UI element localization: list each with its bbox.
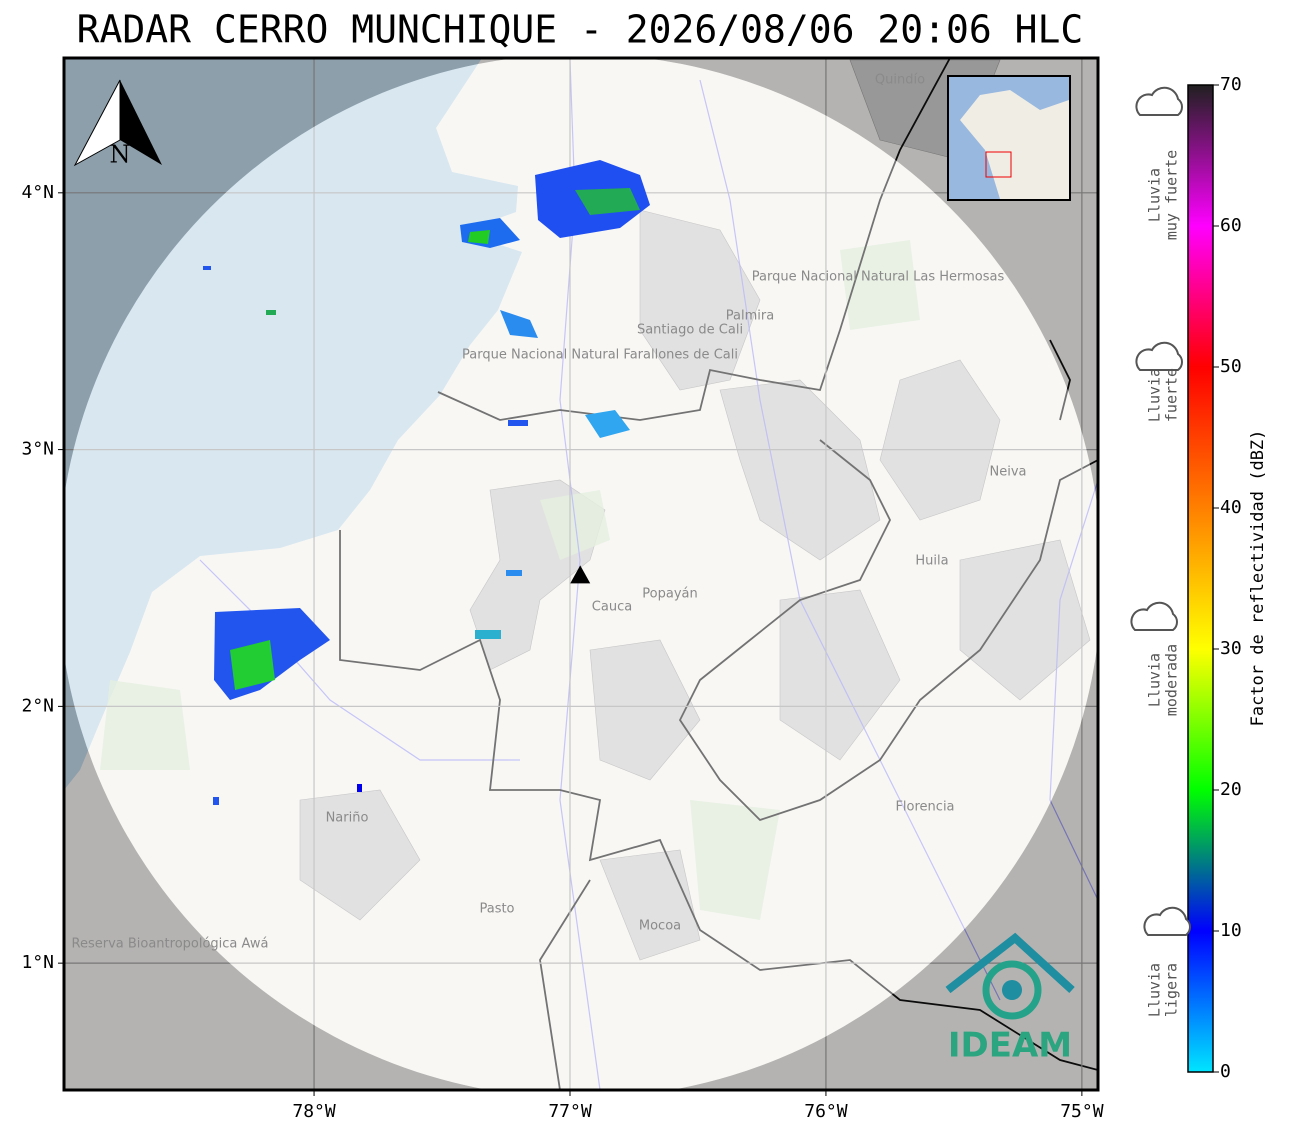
place-label: Huila <box>915 554 948 569</box>
borders <box>339 58 1098 1090</box>
colorbar-label: Factor de reflectividad (dBZ) <box>1248 430 1268 727</box>
rain-class-label: fuerte <box>1163 368 1181 422</box>
title: RADAR CERRO MUNCHIQUE - 2026/08/06 20:06… <box>77 8 1084 52</box>
x-tick-label: 75°W <box>1060 1101 1104 1122</box>
rain-class-label: ligera <box>1163 963 1181 1017</box>
place-label: Mocoa <box>639 919 681 934</box>
ocean <box>64 58 522 790</box>
colorbar-tick-label: 50 <box>1220 356 1242 377</box>
x-tick-label: 77°W <box>548 1101 592 1122</box>
rain-class-label: moderada <box>1163 644 1181 716</box>
place-label: Santiago de Cali <box>637 323 743 338</box>
radar-site <box>570 565 591 584</box>
place-label: Parque Nacional Natural Farallones de Ca… <box>462 348 738 363</box>
place-label: Parque Nacional Natural Las Hermosas <box>752 270 1005 285</box>
y-tick-label: 4°N <box>21 182 54 203</box>
x-tick-label: 76°W <box>804 1101 848 1122</box>
colorbar-tick-label: 20 <box>1220 779 1242 800</box>
colorbar-tick-label: 40 <box>1220 497 1242 518</box>
parks <box>100 240 920 920</box>
rain-class-label: Lluvia <box>1146 168 1164 222</box>
colorbar <box>1187 84 1214 1073</box>
rain-class-label: Lluvia <box>1146 963 1164 1017</box>
north-arrow <box>120 80 162 165</box>
rain-class-label: Lluvia <box>1146 653 1164 707</box>
place-label: Quindío <box>875 73 925 88</box>
place-label: Florencia <box>895 800 954 815</box>
radar-echoes <box>203 160 650 805</box>
place-label: Nariño <box>326 811 369 826</box>
colorbar-tick-label: 10 <box>1220 920 1242 941</box>
place-label: Popayán <box>642 587 697 602</box>
rain-class-label: muy fuerte <box>1163 150 1181 240</box>
inset-map <box>947 75 1071 201</box>
map-frame <box>62 56 1100 1092</box>
colorbar-tick-label: 30 <box>1220 638 1242 659</box>
place-label: Reserva Bioantropológica Awá <box>72 937 269 952</box>
y-tick-label: 1°N <box>21 952 54 973</box>
colorbar-tick-label: 60 <box>1220 215 1242 236</box>
colorbar-tick-label: 70 <box>1220 74 1242 95</box>
place-label: Neiva <box>990 465 1027 480</box>
y-tick-label: 2°N <box>21 695 54 716</box>
logo-text: IDEAM <box>948 1026 1072 1066</box>
y-tick-label: 3°N <box>21 439 54 460</box>
logo: IDEAM <box>945 932 1075 1066</box>
place-label: Pasto <box>479 902 514 917</box>
x-tick-label: 78°W <box>292 1101 336 1122</box>
north-label: N <box>110 141 131 169</box>
colorbar-tick-label: 0 <box>1220 1061 1231 1082</box>
place-label: Cauca <box>592 600 632 615</box>
place-label: Palmira <box>726 309 774 324</box>
rain-class-label: Lluvia <box>1146 368 1164 422</box>
